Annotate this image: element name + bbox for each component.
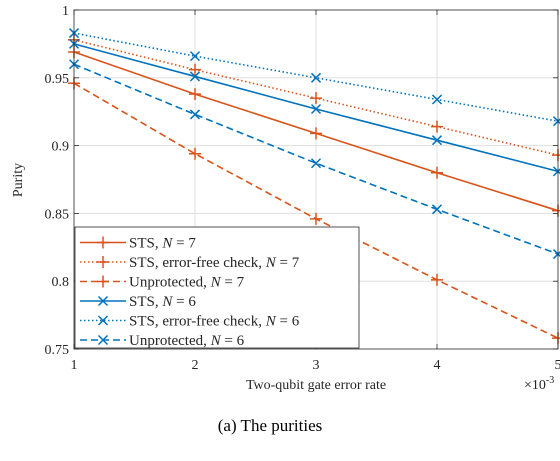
data-point-marker-b — [189, 71, 201, 82]
legend-marker — [97, 275, 109, 288]
x-exponent-base: ×10 — [524, 378, 546, 393]
legend-entry-6: Unprotected, N = 6 — [80, 333, 245, 349]
x-axis-label: Two-qubit gate error rate — [246, 378, 386, 393]
x-exponent-label: ×10-3 — [524, 375, 554, 393]
legend-marker-b — [97, 295, 109, 307]
x-exponent-power: -3 — [546, 375, 554, 386]
legend-entry-3: Unprotected, N = 7 — [80, 275, 245, 291]
data-point-marker-b — [310, 158, 322, 169]
x-tick-label: 2 — [192, 358, 199, 373]
data-point-marker-b — [189, 51, 201, 62]
legend-marker-b — [97, 334, 109, 346]
legend-entry-4: STS, N = 6 — [80, 294, 196, 310]
legend-marker — [97, 334, 109, 346]
data-point-marker — [189, 88, 201, 101]
x-tick-label: 5 — [555, 358, 560, 373]
data-point-marker-b — [431, 135, 443, 146]
data-point-marker — [310, 72, 322, 83]
data-point-marker — [431, 273, 443, 286]
series-4 — [68, 38, 560, 177]
y-tick-label: 0.75 — [45, 343, 70, 358]
y-axis-label: Purity — [11, 163, 26, 197]
legend-entry-5: STS, error-free check, N = 6 — [80, 314, 300, 330]
data-point-marker-b — [310, 72, 322, 83]
data-point-marker — [189, 71, 201, 82]
legend-box — [74, 226, 360, 349]
data-point-marker — [310, 103, 322, 115]
legend-label: Unprotected, N = 6 — [129, 333, 245, 349]
data-point-marker-b — [431, 204, 443, 215]
data-point-marker-b — [189, 109, 201, 120]
legend-label: STS, N = 7 — [129, 236, 196, 252]
svg-text:×10-3: ×10-3 — [524, 375, 554, 393]
legend-entry-2: STS, error-free check, N = 7 — [80, 255, 300, 271]
y-tick-label: 1 — [62, 4, 69, 19]
x-tick-label: 4 — [434, 358, 441, 373]
legend-label: STS, error-free check, N = 6 — [129, 314, 300, 330]
y-tick-label: 0.85 — [45, 207, 70, 222]
data-point-marker — [431, 204, 443, 215]
x-tick-label: 3 — [313, 358, 320, 373]
data-point-marker — [189, 109, 201, 120]
data-point-marker — [431, 120, 443, 133]
data-point-marker — [431, 135, 443, 146]
x-tick-label: 1 — [71, 358, 78, 373]
data-point-marker — [431, 166, 443, 179]
data-point-marker — [189, 63, 201, 76]
legend-label: Unprotected, N = 7 — [129, 275, 245, 291]
data-point-marker-b — [431, 94, 443, 105]
tick-labels: 1 2 3 4 5 0.75 0.8 0.85 0.9 0.95 1 — [45, 4, 560, 373]
y-tick-label: 0.9 — [52, 140, 70, 155]
legend-marker — [97, 256, 109, 268]
data-point-marker — [310, 127, 322, 140]
legend-marker-b — [97, 315, 109, 326]
data-point-marker — [310, 158, 322, 169]
data-point-marker — [189, 147, 201, 160]
data-point-marker — [310, 92, 322, 105]
legend-label: STS, N = 6 — [129, 294, 196, 310]
data-point-marker — [310, 212, 322, 225]
legend-entry-1: STS, N = 7 — [80, 236, 196, 252]
data-point-marker — [431, 94, 443, 105]
legend: STS, N = 7 STS, error-free check, N = 7 Un… — [74, 226, 360, 349]
data-point-marker — [189, 51, 201, 62]
legend-label: STS, error-free check, N = 7 — [129, 255, 300, 271]
figure-caption: (a) The purities — [218, 416, 322, 435]
series-line — [73, 63, 559, 255]
legend-marker — [97, 295, 109, 307]
legend-marker — [97, 236, 109, 249]
legend-marker — [97, 315, 109, 326]
data-point-marker-b — [310, 103, 322, 115]
y-tick-label: 0.8 — [52, 275, 70, 290]
y-tick-label: 0.95 — [45, 72, 70, 87]
